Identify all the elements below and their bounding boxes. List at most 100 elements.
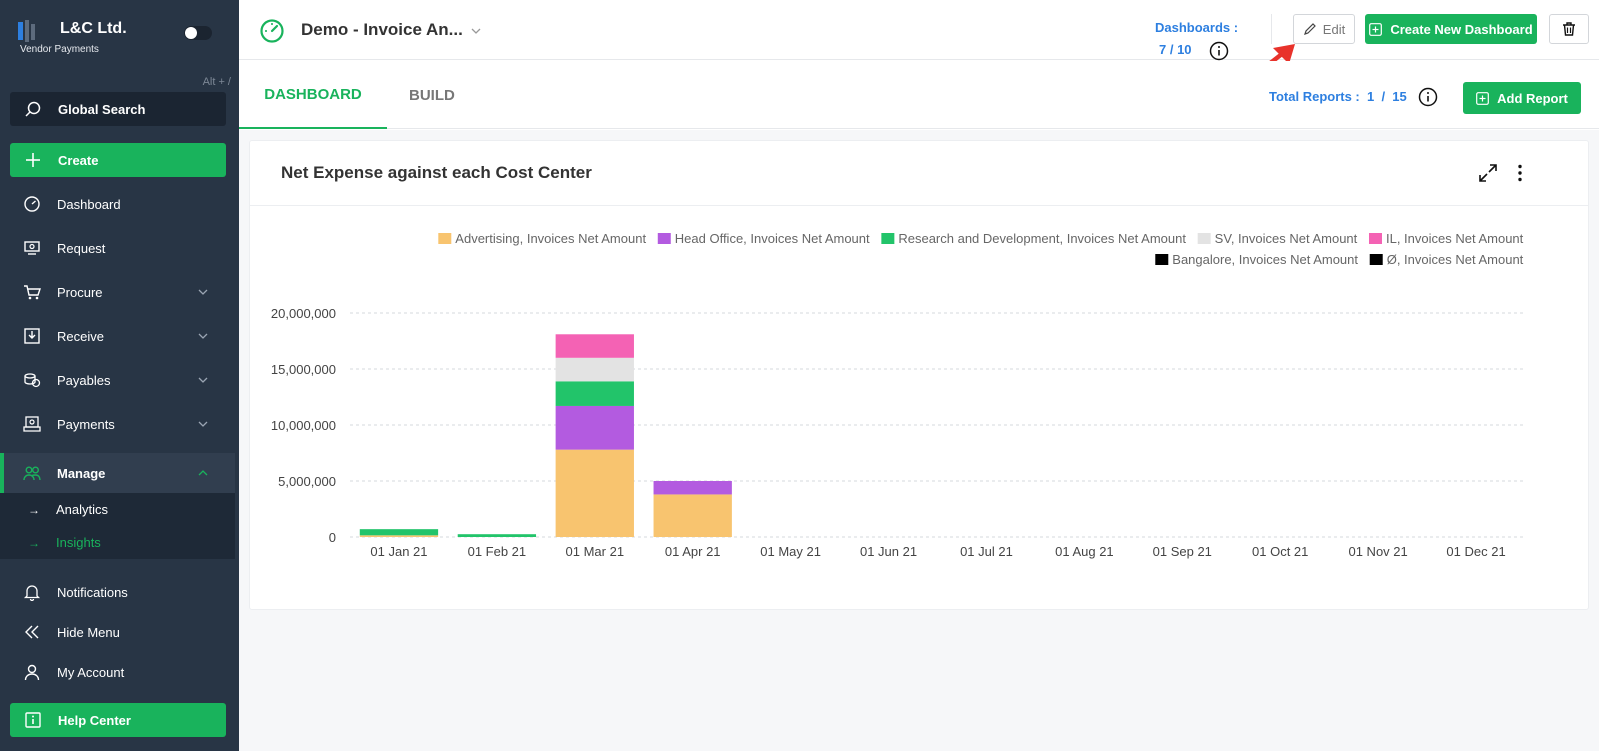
x-tick-label: 01 May 21 (760, 544, 821, 559)
tab-build[interactable]: BUILD (409, 86, 455, 104)
sidebar-item-notifications[interactable]: Notifications (0, 572, 235, 612)
dashboard-selector[interactable]: Demo - Invoice An... (301, 20, 463, 39)
legend-swatch (881, 233, 895, 244)
bar-segment (555, 334, 634, 358)
y-tick-label: 0 (329, 530, 336, 545)
bar-segment (555, 357, 634, 382)
sidebar-item-manage[interactable]: Manage (0, 453, 235, 493)
x-tick-label: 01 Mar 21 (566, 544, 625, 559)
top-bar: Demo - Invoice An... Dashboards : 7 / 10… (239, 0, 1599, 89)
sidebar-item-procure[interactable]: Procure (0, 272, 235, 312)
cart-icon (24, 285, 41, 300)
legend-swatch (1155, 254, 1169, 265)
company-subtitle: Vendor Payments (20, 44, 99, 55)
arrow-right-icon: → (28, 535, 40, 550)
create-new-dashboard-button[interactable]: Create New Dashboard (1365, 14, 1537, 44)
bar-segment (359, 535, 439, 537)
card-header-divider (250, 205, 1588, 206)
expand-icon[interactable] (1478, 163, 1498, 183)
sidebar-item-label: Manage (57, 465, 106, 481)
speedometer-icon (260, 19, 284, 43)
sidebar-item-payments[interactable]: Payments (0, 404, 235, 444)
sidebar-item-payables[interactable]: Payables (0, 360, 235, 400)
sidebar-item-label: Payments (57, 416, 115, 432)
info-icon[interactable] (1209, 41, 1229, 61)
theme-toggle[interactable] (184, 26, 212, 40)
bar-segment (359, 529, 439, 536)
plus-square-icon (1476, 91, 1490, 105)
sidebar-item-my-account[interactable]: My Account (0, 652, 235, 692)
legend-label: Research and Development, Invoices Net A… (898, 231, 1186, 246)
pencil-icon (1303, 23, 1316, 35)
legend-swatch (1368, 233, 1382, 244)
tab-dashboard[interactable]: DASHBOARD (239, 61, 387, 129)
plus-square-icon (1369, 22, 1383, 36)
submenu-item-label: Insights (56, 535, 101, 550)
header-divider (1271, 14, 1272, 44)
create-new-dashboard-label: Create New Dashboard (1390, 21, 1533, 37)
legend-swatch (657, 233, 671, 244)
bar-segment (457, 534, 537, 537)
submenu-item-insights[interactable]: → Insights (0, 526, 235, 559)
arrow-right-icon: → (28, 502, 40, 517)
sidebar-item-label: Request (57, 240, 106, 256)
y-tick-label: 5,000,000 (278, 474, 336, 489)
x-tick-label: 01 Jan 21 (370, 544, 427, 559)
info-icon[interactable] (1418, 87, 1438, 107)
chevron-down-icon[interactable] (469, 24, 483, 38)
edit-label: Edit (1322, 21, 1346, 37)
global-search[interactable]: Global Search (10, 92, 226, 126)
bar-segment (653, 494, 732, 537)
chevron-down-icon (198, 377, 208, 383)
bar-segment (555, 449, 634, 537)
legend-label: Ø, Invoices Net Amount (1387, 252, 1524, 267)
x-tick-label: 01 Sep 21 (1153, 544, 1212, 559)
company-name: L&C Ltd. (60, 20, 127, 37)
submenu-item-label: Analytics (56, 502, 109, 517)
stacked-bar-chart: Advertising, Invoices Net Amount Head Off… (271, 231, 1525, 559)
add-report-button[interactable]: Add Report (1463, 82, 1581, 114)
coins-icon (24, 373, 41, 388)
help-center-label: Help Center (58, 712, 131, 728)
create-label: Create (58, 152, 99, 168)
x-tick-label: 01 Aug 21 (1055, 544, 1114, 559)
x-tick-label: 01 Jul 21 (960, 544, 1013, 559)
x-tick-label: 01 Jun 21 (860, 544, 917, 559)
report-card: Net Expense against each Cost Center Adv… (249, 140, 1589, 610)
sidebar-item-hide-menu[interactable]: Hide Menu (0, 612, 235, 652)
user-icon (24, 664, 40, 681)
legend-swatch (1197, 233, 1211, 244)
help-center-button[interactable]: Help Center (10, 703, 226, 737)
gauge-icon (24, 196, 40, 212)
edit-button[interactable]: Edit (1293, 14, 1355, 44)
x-tick-label: 01 Nov 21 (1348, 544, 1407, 559)
sidebar-item-label: Receive (57, 328, 104, 344)
sidebar-item-dashboard[interactable]: Dashboard (0, 184, 235, 224)
sidebar-item-request[interactable]: Request (0, 228, 235, 268)
sidebar-item-label: Hide Menu (57, 624, 120, 640)
sidebar: L&C Ltd. Vendor Payments Alt + / Global … (0, 0, 239, 751)
trash-icon (1563, 22, 1575, 36)
total-reports-label: Total Reports : (1269, 89, 1360, 104)
sidebar-item-receive[interactable]: Receive (0, 316, 235, 356)
sidebar-item-label: My Account (57, 664, 125, 680)
sidebar-item-label: Payables (57, 372, 111, 388)
x-tick-label: 01 Dec 21 (1446, 544, 1505, 559)
create-button[interactable]: Create (10, 143, 226, 177)
legend-label: Advertising, Invoices Net Amount (455, 231, 646, 246)
people-icon (23, 466, 41, 481)
global-search-label: Global Search (58, 101, 146, 117)
dashboards-count-value: 7 / 10 (1159, 42, 1192, 57)
submenu-item-analytics[interactable]: → Analytics (0, 493, 235, 526)
payments-icon (23, 416, 41, 432)
y-tick-label: 20,000,000 (271, 306, 336, 321)
legend-label: Head Office, Invoices Net Amount (675, 231, 870, 246)
total-reports-value: 1 / 15 (1367, 89, 1407, 104)
sidebar-item-label: Dashboard (57, 196, 121, 212)
bell-icon (23, 585, 41, 601)
plus-icon (26, 153, 40, 167)
kebab-menu-icon[interactable] (1512, 163, 1528, 183)
y-tick-label: 10,000,000 (271, 418, 336, 433)
delete-dashboard-button[interactable] (1549, 14, 1589, 44)
sidebar-item-label: Procure (57, 284, 103, 300)
